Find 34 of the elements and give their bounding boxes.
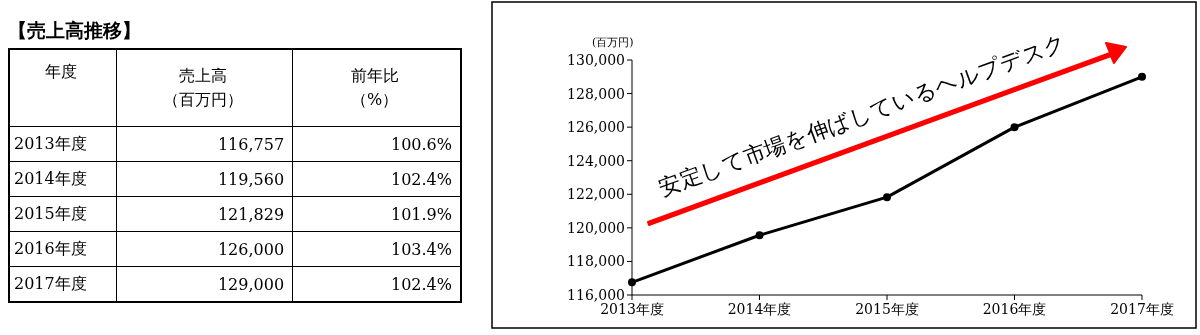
x-tick-label: 2013年度 bbox=[600, 301, 664, 317]
category-label: 2016年度 bbox=[14, 238, 87, 258]
y-tick-label: 128,000 bbox=[567, 85, 625, 102]
text: 121,829 bbox=[217, 204, 285, 224]
text: 116,757 bbox=[217, 134, 285, 154]
category-label: 2013年度 bbox=[14, 133, 87, 153]
text: 101.9% bbox=[390, 204, 452, 224]
y-tick-label: 122,000 bbox=[567, 186, 625, 203]
text: 年度 bbox=[45, 61, 78, 83]
y-tick-label: 120,000 bbox=[567, 219, 625, 236]
text: 102.4% bbox=[390, 274, 452, 294]
x-tick-label: 2015年度 bbox=[855, 301, 919, 317]
category-label: 2015年度 bbox=[14, 203, 87, 223]
text: 126,000 bbox=[217, 239, 285, 259]
text: 売上高（百万円） bbox=[162, 65, 243, 111]
x-tick-label: 2014年度 bbox=[727, 301, 792, 317]
x-tick-label: 2016年度 bbox=[982, 301, 1047, 317]
y-tick-label: 126,000 bbox=[567, 119, 625, 136]
y-tick-label: 118,000 bbox=[567, 253, 625, 270]
text: 102.4% bbox=[390, 169, 452, 189]
text: 103.4% bbox=[390, 239, 452, 259]
text: 【売上高推移】 bbox=[8, 18, 141, 43]
y-tick-label: 130,000 bbox=[567, 52, 625, 68]
text: 129,000 bbox=[217, 274, 285, 294]
text: 前年比（%） bbox=[350, 65, 399, 111]
text: 100.6% bbox=[390, 134, 452, 154]
annotation: 安定して市場を伸ばしているヘルプデスク bbox=[655, 29, 1070, 201]
category-label: 2017年度 bbox=[14, 273, 87, 293]
y-tick-label: 124,000 bbox=[567, 152, 625, 169]
y-axis-title: (百万円) bbox=[592, 36, 634, 49]
category-label: 2014年度 bbox=[14, 168, 87, 188]
y-tick-label: 116,000 bbox=[567, 287, 625, 303]
x-tick-label: 2017年度 bbox=[1110, 301, 1174, 317]
text: 119,560 bbox=[217, 169, 285, 189]
